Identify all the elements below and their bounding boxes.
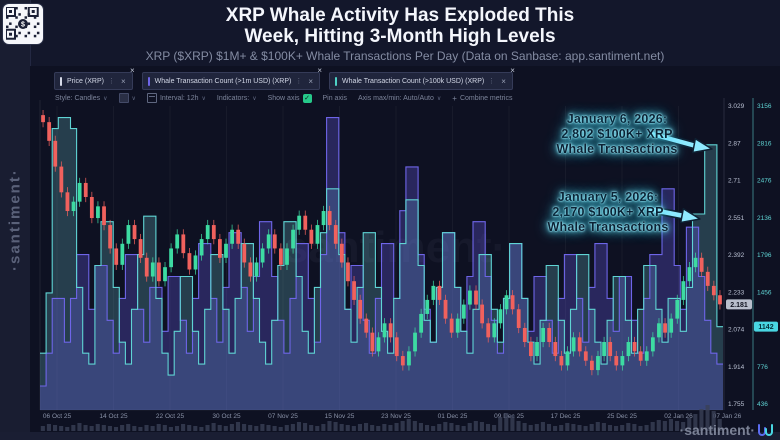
svg-text:15 Nov 25: 15 Nov 25: [325, 413, 355, 420]
metric-chip-label: Whale Transaction Count (>1m USD) (XRP): [154, 77, 292, 85]
chevron-down-icon: ∨: [103, 95, 108, 102]
chip-close-icon[interactable]: ×: [308, 76, 314, 86]
metric-chip-label: Whale Transaction Count (>100k USD) (XRP…: [342, 77, 485, 85]
chevron-down-icon: ∨: [131, 95, 136, 102]
toolbar-item-label: Style: Candles: [55, 94, 101, 102]
metric-color-bar: [147, 76, 150, 86]
metric-legend-chips: Price (XRP) ⋮ × × Whale Transaction Count (>…: [54, 66, 515, 90]
toolbar-show-axis[interactable]: Show axis ✓: [267, 93, 312, 103]
annotation-jan-6: January 6, 2026: 2,802 $100K+ XRP Whale …: [556, 112, 678, 156]
show-axis-checkbox[interactable]: ✓: [302, 93, 312, 103]
svg-text:2.233: 2.233: [728, 289, 745, 296]
svg-text:1456: 1456: [757, 289, 772, 296]
metric-color-bar: [335, 76, 338, 86]
svg-text:30 Oct 25: 30 Oct 25: [212, 413, 241, 420]
chip-close-icon[interactable]: ×: [120, 76, 126, 86]
toolbar-item-label: Combine metrics: [459, 94, 513, 102]
metric-chip-label: Price (XRP): [67, 77, 104, 85]
svg-text:1796: 1796: [757, 252, 772, 259]
style-color-swatch: [118, 93, 129, 103]
svg-text:1.914: 1.914: [728, 364, 745, 371]
metric-chip-0[interactable]: Price (XRP) ⋮ × ×: [54, 66, 135, 90]
toolbar-item-label: Indicators:: [216, 94, 250, 102]
svg-text:17 Dec 25: 17 Dec 25: [551, 413, 581, 420]
calendar-icon: [146, 93, 157, 103]
toolbar-item-label: Interval: 12h: [159, 94, 199, 102]
toolbar-pin-axis[interactable]: Pin axis: [323, 95, 348, 102]
title-line-2: Week, Hitting 3-Month High Levels: [244, 26, 556, 47]
santiment-logo-icon: [758, 423, 773, 436]
bottom-watermark: ·santiment·: [680, 422, 774, 438]
svg-text:23 Nov 25: 23 Nov 25: [381, 413, 411, 420]
annotation-jan-5: January 5, 2026: 2,170 $100K+ XRP Whale …: [547, 190, 669, 234]
toolbar-item-label: Show axis: [267, 94, 300, 102]
metric-color-bar: [60, 76, 62, 86]
chip-dismiss-icon[interactable]: ×: [129, 66, 135, 75]
bottom-watermark-text: ·santiment·: [679, 422, 755, 438]
svg-text:776: 776: [757, 364, 768, 371]
bottom-strip: [0, 432, 780, 440]
svg-text:436: 436: [757, 401, 768, 408]
toolbar-interval-12h[interactable]: Interval: 12h ∨: [146, 93, 206, 103]
page-title: XRP Whale Activity Has Exploded This Wee…: [60, 5, 740, 47]
toolbar-indicators[interactable]: Indicators: ∨: [217, 95, 257, 102]
toolbar-style-candles[interactable]: Style: Candles ∨: [55, 95, 108, 102]
chart-panel: [30, 66, 780, 440]
chip-close-icon[interactable]: ×: [501, 76, 506, 86]
svg-text:2.181: 2.181: [730, 302, 748, 309]
svg-text:22 Oct 25: 22 Oct 25: [156, 413, 185, 420]
title-line-1: XRP Whale Activity Has Exploded This: [225, 5, 575, 26]
chip-dismiss-icon[interactable]: ×: [317, 66, 323, 75]
svg-text:2.551: 2.551: [728, 215, 745, 222]
svg-text:09 Dec 25: 09 Dec 25: [494, 413, 524, 420]
svg-text:07 Jan 26: 07 Jan 26: [713, 413, 742, 420]
svg-text:2.392: 2.392: [728, 252, 745, 259]
svg-text:01 Dec 25: 01 Dec 25: [438, 413, 468, 420]
svg-text:3156: 3156: [757, 103, 772, 110]
qr-code: $: [3, 4, 43, 44]
svg-text:2136: 2136: [757, 215, 772, 222]
qr-pattern: $: [6, 7, 40, 40]
svg-text:1142: 1142: [758, 324, 773, 331]
toolbar-item-label: Axis max/min: Auto/Auto: [358, 94, 434, 102]
svg-text:2476: 2476: [757, 178, 772, 185]
svg-text:1.755: 1.755: [728, 401, 745, 408]
chevron-down-icon: ∨: [201, 95, 206, 102]
toolbar-combine-metrics[interactable]: + Combine metrics: [452, 94, 512, 103]
svg-text:07 Nov 25: 07 Nov 25: [268, 413, 298, 420]
chip-menu-icon[interactable]: ⋮: [295, 78, 303, 85]
svg-text:02 Jan 26: 02 Jan 26: [664, 413, 693, 420]
chip-dismiss-icon[interactable]: ×: [510, 66, 515, 75]
toolbar-item-label: Pin axis: [322, 94, 348, 102]
page-subtitle: XRP ($XRP) $1M+ & $100K+ Whale Transacti…: [145, 49, 665, 63]
chip-menu-icon[interactable]: ⋮: [107, 78, 115, 85]
svg-text:2816: 2816: [757, 140, 772, 147]
svg-text:3.029: 3.029: [728, 103, 745, 110]
chart-toolbar: Style: Candles ∨ ∨ Interval: 12h ∨ Indicators…: [55, 93, 512, 103]
svg-text:$: $: [21, 22, 25, 29]
plus-icon: +: [452, 93, 457, 103]
chip-menu-icon[interactable]: ⋮: [488, 78, 496, 85]
svg-text:06 Oct 25: 06 Oct 25: [43, 413, 72, 420]
svg-text:14 Oct 25: 14 Oct 25: [99, 413, 128, 420]
chevron-down-icon: ∨: [436, 95, 442, 102]
svg-text:2.074: 2.074: [728, 327, 745, 334]
svg-text:2.87: 2.87: [728, 140, 741, 147]
metric-chip-2[interactable]: Whale Transaction Count (>100k USD) (XRP…: [329, 66, 515, 90]
chevron-down-icon: ∨: [252, 95, 257, 102]
svg-text:25 Dec 25: 25 Dec 25: [607, 413, 637, 420]
svg-text:2.71: 2.71: [728, 178, 741, 185]
toolbar-axis-max-min-auto-auto[interactable]: Axis max/min: Auto/Auto ∨: [358, 95, 441, 102]
toolbar-color-swatch[interactable]: ∨: [118, 93, 136, 103]
metric-chip-1[interactable]: Whale Transaction Count (>1m USD) (XRP) ⋮…: [141, 66, 322, 90]
